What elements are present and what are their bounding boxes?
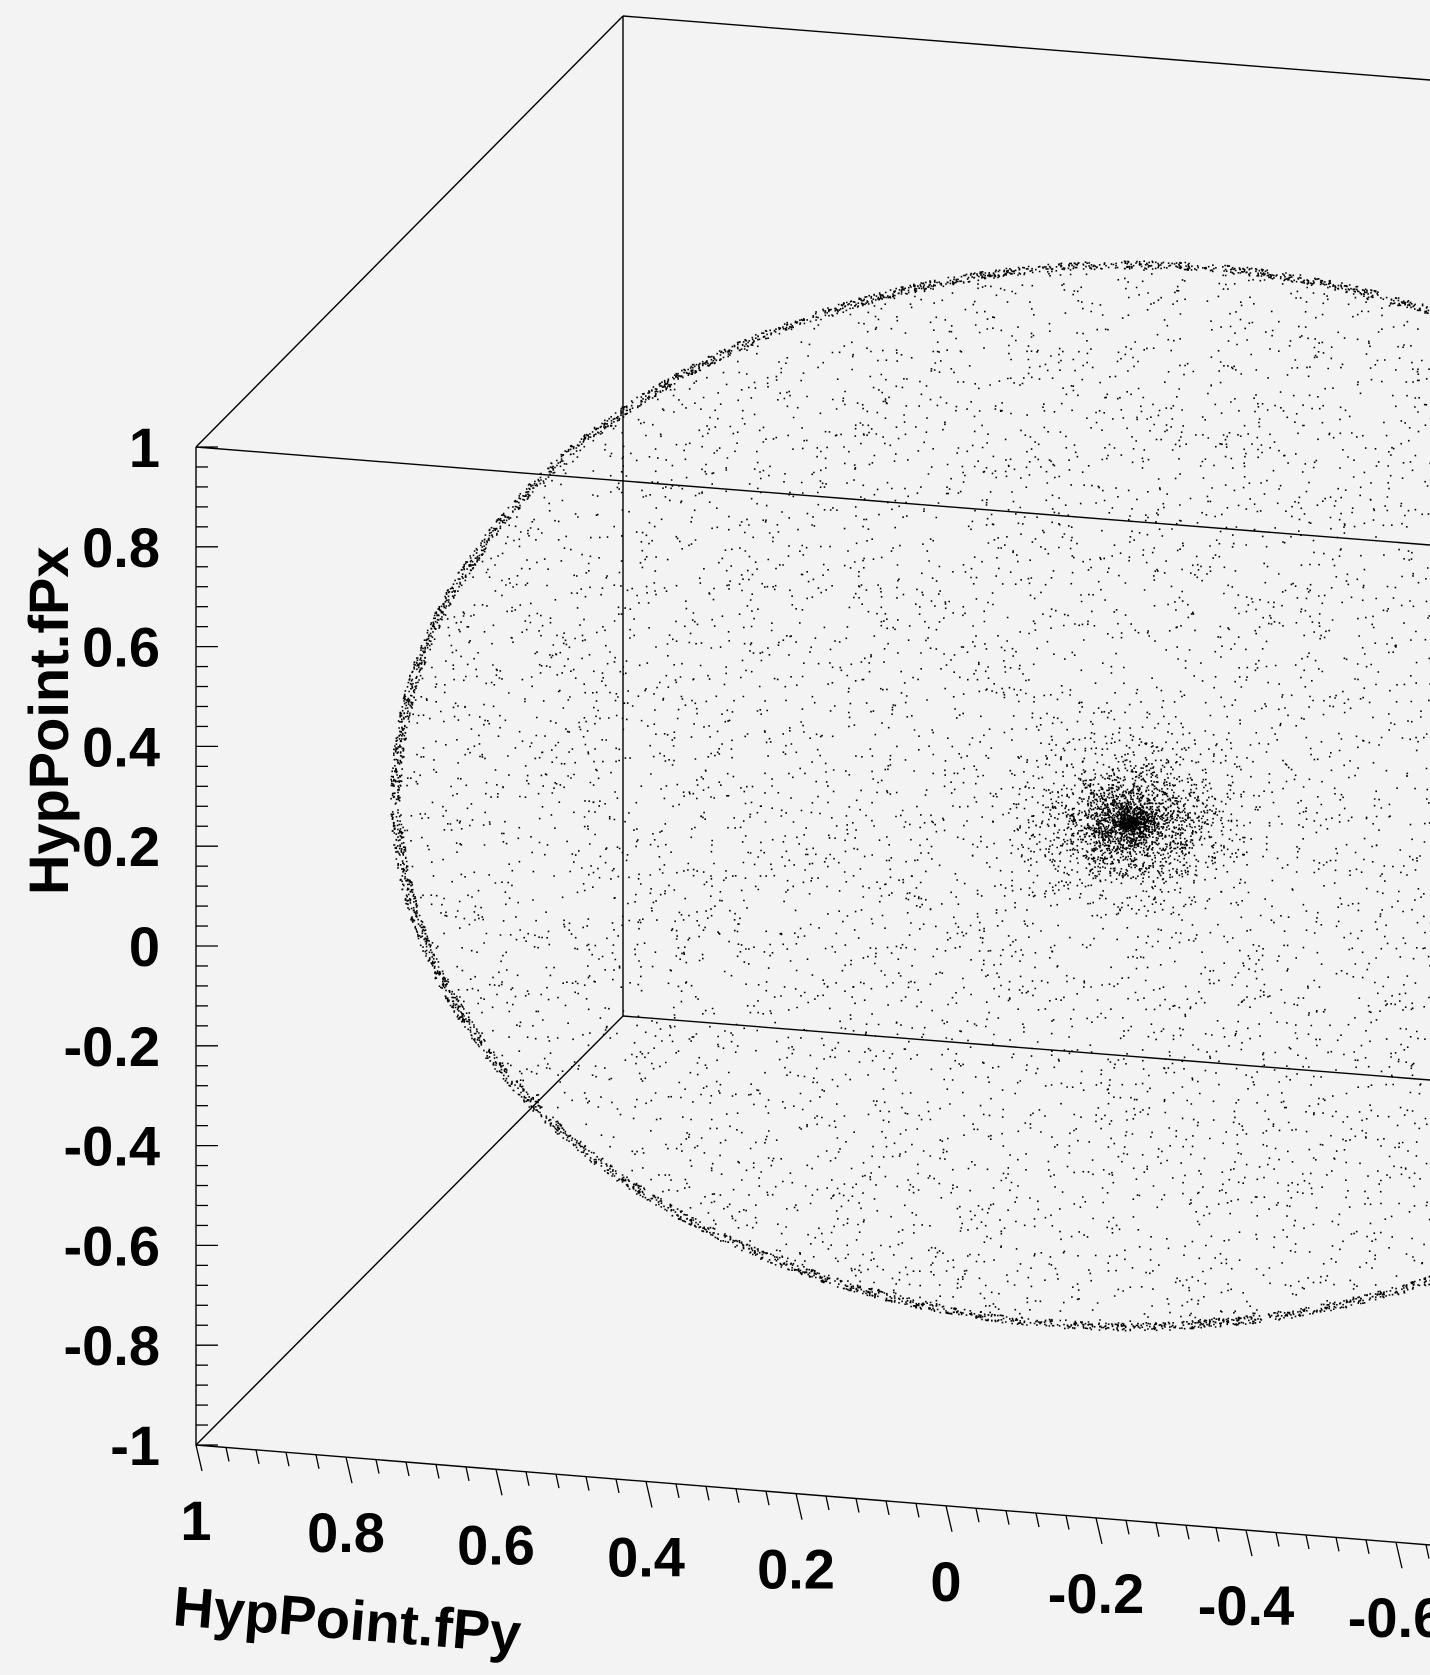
x-tick-label: 0.4: [607, 1525, 685, 1588]
y-tick-label: 0.8: [82, 516, 160, 579]
y-tick-label: -0.8: [64, 1314, 161, 1377]
y-tick-label: 0: [129, 915, 160, 978]
x-minor-tick: [285, 1452, 290, 1467]
x-minor-tick: [1035, 1512, 1040, 1528]
x-minor-tick: [1335, 1537, 1340, 1552]
x-minor-tick: [1005, 1510, 1010, 1525]
frame-back-top: [622, 15, 1430, 81]
x-minor-tick: [315, 1454, 320, 1469]
y-axis-title: HypPoint.fPx: [17, 547, 80, 895]
x-minor-tick: [1215, 1527, 1220, 1542]
x-minor-tick: [1125, 1520, 1130, 1535]
x-minor-tick: [915, 1503, 920, 1518]
x-minor-tick: [855, 1498, 860, 1513]
frame-front-top: [195, 446, 1430, 546]
y-axis-ticks: [196, 446, 218, 1446]
x-minor-tick: [435, 1464, 440, 1479]
x-tick-label: -0.4: [1198, 1574, 1295, 1637]
x-tick-label: 0.2: [757, 1538, 835, 1601]
x-minor-tick: [1425, 1544, 1430, 1559]
x-minor-tick: [525, 1471, 530, 1486]
x-minor-tick: [975, 1508, 980, 1523]
x-minor-tick: [735, 1488, 740, 1503]
x-minor-tick: [885, 1500, 890, 1516]
y-tick-label: -0.2: [64, 1015, 161, 1078]
x-minor-tick: [255, 1449, 260, 1464]
x-minor-tick: [555, 1474, 560, 1489]
y-tick-label: 1: [129, 416, 160, 479]
x-tick-label: 0.6: [457, 1513, 535, 1576]
x-major-tick: [795, 1493, 803, 1520]
x-minor-tick: [375, 1459, 380, 1474]
x-minor-tick: [1305, 1534, 1310, 1550]
x-major-tick: [1095, 1517, 1103, 1545]
frame-bottom-diag: [195, 1015, 624, 1446]
x-minor-tick: [1065, 1515, 1070, 1530]
x-minor-tick: [405, 1461, 410, 1477]
x-major-tick: [195, 1444, 203, 1472]
x-minor-tick: [765, 1491, 770, 1506]
y-tick-label: 0.4: [82, 715, 160, 778]
x-major-tick: [345, 1457, 353, 1484]
frame-top-diag: [195, 15, 624, 448]
x-major-tick: [1245, 1529, 1253, 1557]
y-tick-label: -0.4: [64, 1115, 161, 1178]
x-axis-tick-labels: 1 0.8 0.6 0.4 0.2 0 -0.2 -0.4 -0.6: [180, 1489, 1430, 1649]
x-tick-label: -0.2: [1048, 1562, 1145, 1625]
x-minor-tick: [1155, 1522, 1160, 1537]
frame-back-bottom: [622, 1015, 1430, 1081]
x-tick-label: 0: [930, 1550, 961, 1613]
x-tick-label: 0.8: [307, 1501, 385, 1564]
x-minor-tick: [465, 1466, 470, 1482]
x-minor-tick: [675, 1483, 680, 1499]
x-tick-label: -0.6: [1348, 1586, 1430, 1649]
x-major-tick: [495, 1469, 503, 1496]
x-major-tick: [645, 1481, 653, 1508]
y-axis-tick-labels: 1 0.8 0.6 0.4 0.2 0 -0.2 -0.4 -0.6 -0.8 -1: [64, 416, 161, 1477]
x-minor-tick: [585, 1476, 590, 1491]
x-minor-tick: [825, 1495, 830, 1511]
x-axis-ticks: [195, 1444, 1430, 1569]
x-minor-tick: [1365, 1539, 1370, 1554]
x-minor-tick: [225, 1447, 230, 1462]
y-tick-label: -0.6: [64, 1214, 161, 1277]
x-major-tick: [1395, 1542, 1403, 1569]
x-minor-tick: [615, 1478, 620, 1494]
x-minor-tick: [1185, 1525, 1190, 1540]
x-minor-tick: [1275, 1532, 1280, 1547]
y-tick-label: 0.2: [82, 815, 160, 878]
x-minor-tick: [705, 1486, 710, 1501]
x-tick-label: 1: [180, 1489, 211, 1552]
y-tick-label: -1: [110, 1414, 160, 1477]
frame-front-bottom: [195, 1444, 1430, 1546]
x-major-tick: [945, 1505, 953, 1532]
y-tick-label: 0.6: [82, 616, 160, 679]
